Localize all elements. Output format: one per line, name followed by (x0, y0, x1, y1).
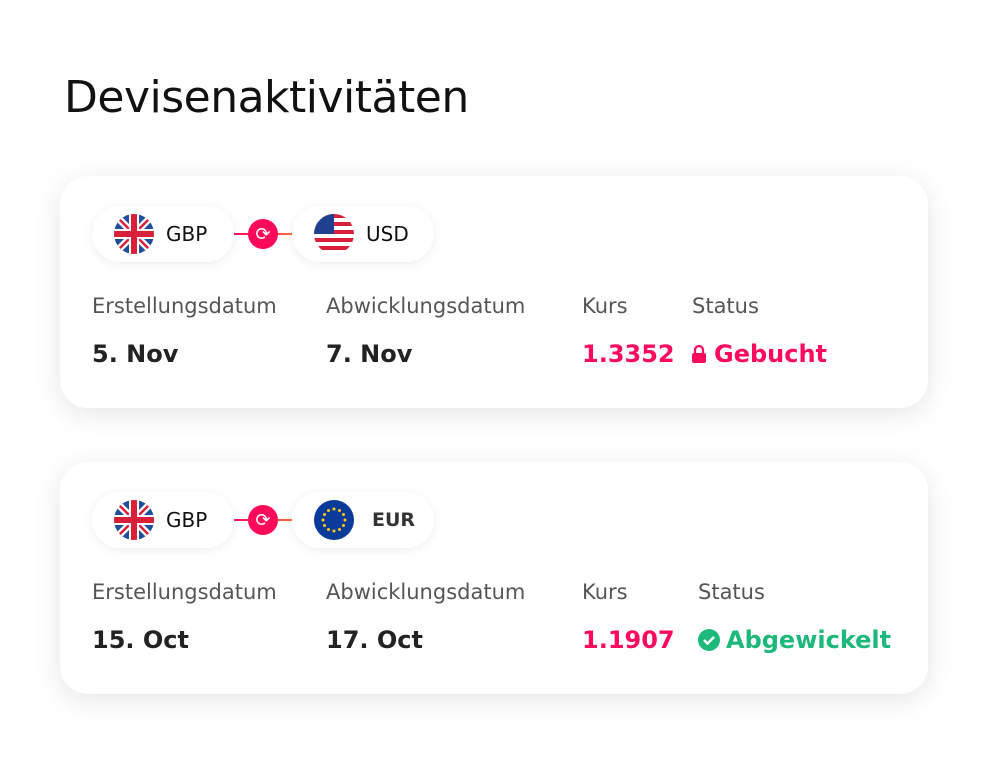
rate-label: Kurs (582, 580, 628, 604)
rate-label: Kurs (582, 294, 628, 318)
status-text: Gebucht (714, 340, 828, 368)
uk-flag-icon (114, 500, 154, 540)
exchange-icon: ⟳ (248, 219, 278, 249)
settle-date: 7. Nov (326, 340, 413, 368)
uk-flag-icon (114, 214, 154, 254)
eu-flag-icon (314, 500, 354, 540)
lock-icon (692, 345, 706, 363)
currency-pill-to: EUR (292, 492, 434, 548)
currency-pill-to: USD (292, 206, 434, 262)
status-label: Status (698, 580, 765, 604)
status-value: Abgewickelt (698, 626, 891, 654)
currency-code: GBP (166, 508, 208, 532)
exchange-icon: ⟳ (248, 505, 278, 535)
status-value: Gebucht (692, 340, 827, 368)
created-label: Erstellungsdatum (92, 580, 277, 604)
created-label: Erstellungsdatum (92, 294, 277, 318)
status-text: Abgewickelt (726, 626, 892, 654)
status-label: Status (692, 294, 759, 318)
settle-date: 17. Oct (326, 626, 423, 654)
fx-activity-card[interactable]: GBP ⟳ USD Erstellungsdatum Abwicklungsda… (60, 176, 928, 408)
rate-value: 1.1907 (582, 626, 675, 654)
currency-pill-from: GBP (92, 492, 234, 548)
currency-code: GBP (166, 222, 208, 246)
us-flag-icon (314, 214, 354, 254)
fx-activity-card[interactable]: GBP ⟳ EUR Erstellungsdatum Abwicklungsda… (60, 462, 928, 694)
created-date: 5. Nov (92, 340, 179, 368)
currency-code: EUR (372, 509, 416, 531)
rate-value: 1.3352 (582, 340, 675, 368)
check-circle-icon (698, 629, 720, 651)
page-title: Devisenaktivitäten (64, 72, 469, 123)
settle-label: Abwicklungsdatum (326, 294, 526, 318)
settle-label: Abwicklungsdatum (326, 580, 526, 604)
currency-pill-from: GBP (92, 206, 234, 262)
currency-code: USD (366, 222, 409, 246)
created-date: 15. Oct (92, 626, 189, 654)
